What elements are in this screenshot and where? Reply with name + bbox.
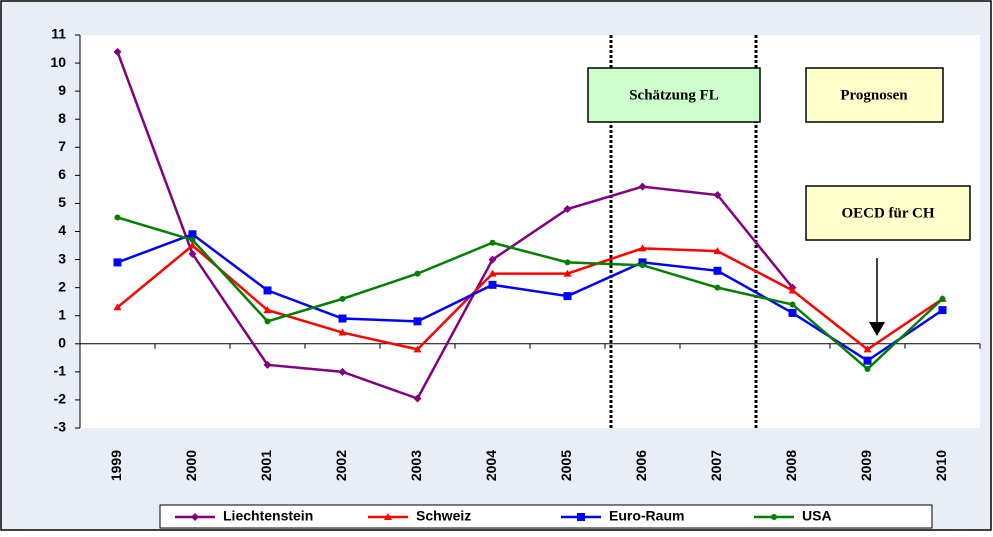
marker <box>339 295 346 302</box>
y-tick-label: 10 <box>50 54 66 70</box>
marker <box>563 269 572 277</box>
marker <box>113 258 122 267</box>
marker <box>384 513 392 520</box>
marker <box>114 214 121 221</box>
marker <box>338 328 347 336</box>
marker <box>938 306 947 315</box>
y-tick-label: 11 <box>51 26 66 42</box>
marker <box>863 345 872 353</box>
legend-box <box>159 504 933 529</box>
marker <box>714 284 721 291</box>
annotation: Prognosen <box>840 87 908 103</box>
legend-label: Schweiz <box>416 508 471 524</box>
x-tick-label: 2010 <box>933 450 949 481</box>
legend-label: Liechtenstein <box>223 508 313 524</box>
marker <box>563 292 572 301</box>
y-tick-label: 0 <box>58 334 66 350</box>
marker <box>638 244 647 252</box>
x-tick-label: 2000 <box>183 450 199 481</box>
annotation-box <box>587 67 761 123</box>
marker <box>188 230 197 239</box>
y-tick-label: 3 <box>58 250 66 266</box>
y-tick-label: 1 <box>58 306 66 322</box>
marker <box>191 513 199 521</box>
x-tick-label: 2002 <box>333 450 349 481</box>
y-tick-label: 7 <box>58 138 66 154</box>
marker <box>338 314 347 323</box>
y-tick-label: 8 <box>58 110 66 126</box>
y-tick-label: 6 <box>58 166 66 182</box>
marker <box>789 301 796 308</box>
annotation: OECD für CH <box>841 205 934 221</box>
marker <box>713 266 722 275</box>
line <box>116 51 794 401</box>
marker <box>713 247 722 255</box>
y-tick-label: 4 <box>58 222 66 238</box>
y-tick-label: -1 <box>54 363 67 379</box>
y-tick-label: 2 <box>58 278 66 294</box>
annotation-box <box>805 185 971 241</box>
legend-label: USA <box>802 508 832 524</box>
marker <box>771 514 777 520</box>
marker <box>864 366 871 373</box>
marker <box>413 317 422 326</box>
line <box>116 243 944 351</box>
marker <box>189 236 196 243</box>
marker <box>489 239 496 246</box>
x-tick-label: 2007 <box>708 450 724 481</box>
marker <box>488 269 497 277</box>
marker <box>113 47 122 56</box>
line <box>117 232 944 363</box>
line <box>117 216 944 371</box>
marker <box>338 367 347 376</box>
x-tick-label: 2003 <box>408 450 424 481</box>
marker <box>413 345 422 353</box>
marker <box>713 191 722 200</box>
marker <box>113 303 122 311</box>
marker <box>939 295 946 302</box>
marker <box>577 513 585 521</box>
marker <box>488 255 497 264</box>
y-tick-label: 9 <box>58 82 66 98</box>
x-tick-label: 2001 <box>258 450 274 481</box>
marker <box>638 182 647 191</box>
marker <box>414 270 421 277</box>
annotation: Schätzung FL <box>629 87 719 103</box>
marker <box>264 318 271 325</box>
marker <box>263 286 272 295</box>
marker <box>188 241 197 249</box>
marker <box>788 308 797 317</box>
arrow-head <box>869 322 885 336</box>
marker <box>863 356 872 365</box>
x-tick-label: 2005 <box>558 450 574 481</box>
marker <box>413 394 422 403</box>
x-tick-label: 2004 <box>483 450 499 481</box>
marker <box>563 205 572 214</box>
annotation-box <box>805 67 944 123</box>
y-tick-label: 5 <box>58 194 66 210</box>
marker <box>788 286 797 294</box>
x-tick-label: 2006 <box>633 450 649 481</box>
marker <box>263 360 272 369</box>
marker <box>188 249 197 258</box>
y-tick-label: -3 <box>54 419 67 435</box>
x-tick-label: 2009 <box>858 450 874 481</box>
marker <box>488 280 497 289</box>
marker <box>263 306 272 314</box>
x-tick-label: 2008 <box>783 450 799 481</box>
y-tick-label: -2 <box>54 391 67 407</box>
x-tick-label: 1999 <box>108 450 124 481</box>
legend-label: Euro-Raum <box>609 508 684 524</box>
marker <box>639 262 646 269</box>
marker <box>564 259 571 266</box>
